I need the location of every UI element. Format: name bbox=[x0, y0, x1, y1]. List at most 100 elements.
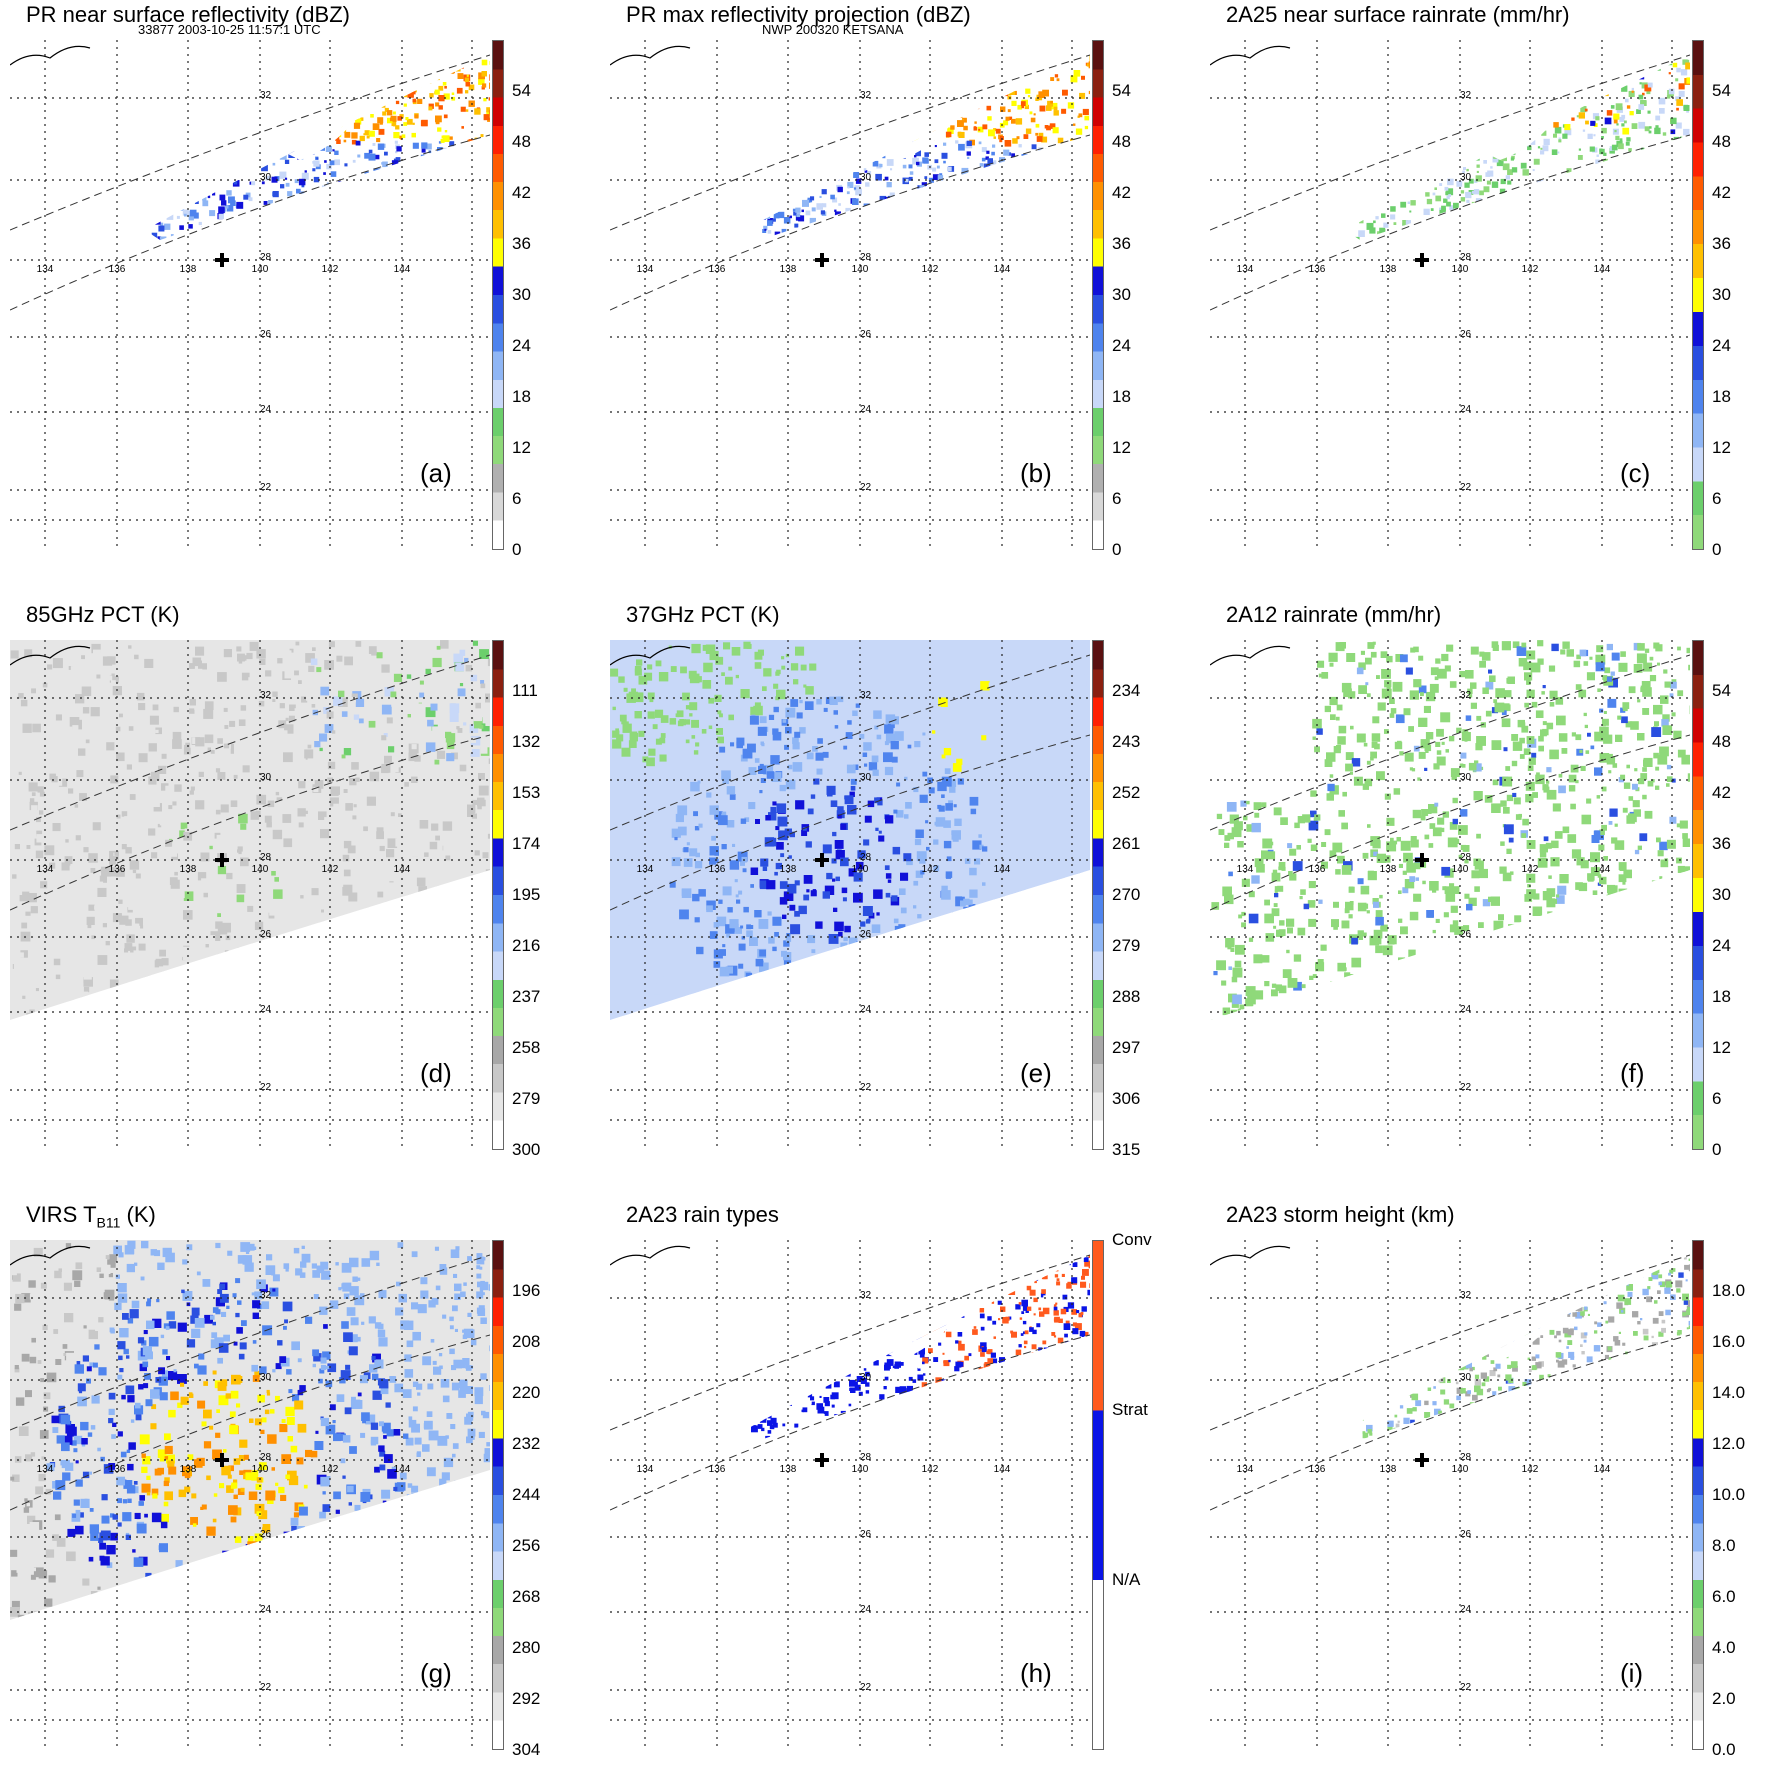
panel-label-d: (d) bbox=[420, 1058, 452, 1088]
data-field-h bbox=[750, 1255, 1090, 1440]
panel-label-b: (b) bbox=[1020, 458, 1052, 488]
panel-title-i: 2A23 storm height (km) bbox=[1226, 1202, 1455, 1227]
colorbar-tick-h-0: N/A bbox=[1112, 1570, 1141, 1590]
lon-label-d-144: 144 bbox=[394, 864, 411, 875]
panel-title-unit-g: (K) bbox=[120, 1202, 156, 1227]
lon-label-e-140: 140 bbox=[852, 864, 869, 875]
colorbar-tick-f-8: 48 bbox=[1712, 732, 1731, 751]
colorbar-tick-i-5: 10.0 bbox=[1712, 1485, 1746, 1504]
colorbar-c bbox=[1692, 40, 1704, 550]
colorbar-tick-d-9: 111 bbox=[512, 681, 538, 700]
storm-center-marker-a bbox=[215, 253, 229, 267]
orbit-datetime-header: 33877 2003-10-25 11:57:1 UTC bbox=[138, 22, 321, 37]
lat-label-b-28: 28 bbox=[860, 252, 872, 263]
lat-label-b-24: 24 bbox=[860, 404, 872, 415]
colorbar-tick-f-9: 54 bbox=[1712, 681, 1731, 700]
colorbar-tick-a-4: 24 bbox=[512, 336, 531, 355]
lat-label-d-30: 30 bbox=[260, 772, 272, 783]
lat-label-e-22: 22 bbox=[860, 1082, 872, 1093]
colorbar-tick-a-8: 48 bbox=[512, 132, 531, 151]
panel-title-h: 2A23 rain types bbox=[626, 1202, 779, 1227]
lat-label-f-22: 22 bbox=[1460, 1082, 1472, 1093]
colorbar-ticks-a: 0 6 12 18 24 30 36 42 48 54 bbox=[512, 40, 572, 559]
data-field-d bbox=[10, 640, 490, 1020]
colorbar-d bbox=[492, 640, 504, 1150]
lon-label-h-136: 136 bbox=[709, 1464, 726, 1475]
colorbar-tick-a-1: 6 bbox=[512, 489, 522, 508]
colorbar-tick-i-4: 8.0 bbox=[1712, 1536, 1736, 1555]
lon-label-d-138: 138 bbox=[180, 864, 197, 875]
colorbar-tick-b-7: 42 bbox=[1112, 183, 1131, 202]
lat-label-f-28: 28 bbox=[1460, 852, 1472, 863]
storm-center-marker-h bbox=[815, 1453, 829, 1467]
data-field-a bbox=[150, 55, 490, 240]
lon-label-f-142: 142 bbox=[1522, 864, 1539, 875]
lat-label-b-22: 22 bbox=[860, 482, 872, 493]
lon-label-e-136: 136 bbox=[709, 864, 726, 875]
colorbar-tick-c-7: 42 bbox=[1712, 183, 1731, 202]
colorbar-ticks-i: 0.0 2.0 4.0 6.0 8.0 10.0 12.0 14.0 16.0 18.0 bbox=[1712, 1240, 1771, 1759]
colorbar-i bbox=[1692, 1240, 1704, 1750]
lat-label-c-30: 30 bbox=[1460, 172, 1472, 183]
lat-label-g-32: 32 bbox=[260, 1290, 272, 1301]
lat-label-a-24: 24 bbox=[260, 404, 272, 415]
storm-center-marker-e bbox=[815, 853, 829, 867]
data-field-f bbox=[1210, 640, 1690, 1020]
colorbar-b bbox=[1092, 40, 1104, 550]
panel-i: 134 136 138 140 142 144 32 30 28 26 24 22 2A23 storm… bbox=[1200, 1200, 1745, 1760]
lon-label-c-140: 140 bbox=[1452, 264, 1469, 275]
lon-label-g-144: 144 bbox=[394, 1464, 411, 1475]
lon-label-c-138: 138 bbox=[1380, 264, 1397, 275]
map-a: 134 136 138 140 142 144 32 30 28 26 24 22 bbox=[10, 40, 490, 550]
lat-label-h-30: 30 bbox=[860, 1372, 872, 1383]
lat-label-i-30: 30 bbox=[1460, 1372, 1472, 1383]
colorbar-tick-a-6: 36 bbox=[512, 234, 531, 253]
lon-label-g-140: 140 bbox=[252, 1464, 269, 1475]
colorbar-tick-f-4: 24 bbox=[1712, 936, 1731, 955]
lat-label-c-24: 24 bbox=[1460, 404, 1472, 415]
lat-label-f-30: 30 bbox=[1460, 772, 1472, 783]
colorbar-tick-i-6: 12.0 bbox=[1712, 1434, 1746, 1453]
colorbar-tick-c-9: 54 bbox=[1712, 81, 1731, 100]
panel-label-h: (h) bbox=[1020, 1658, 1052, 1688]
colorbar-tick-f-1: 6 bbox=[1712, 1089, 1722, 1108]
storm-center-marker-i bbox=[1415, 1453, 1429, 1467]
panel-f: 134 136 138 140 142 144 32 30 28 26 24 22 2A12 rainr… bbox=[1200, 600, 1740, 1160]
colorbar-tick-c-1: 6 bbox=[1712, 489, 1722, 508]
lon-label-f-140: 140 bbox=[1452, 864, 1469, 875]
lat-label-e-30: 30 bbox=[860, 772, 872, 783]
panel-b: 134 136 138 140 142 144 32 30 28 26 24 22 PR max ref… bbox=[600, 0, 1140, 560]
lat-label-g-24: 24 bbox=[260, 1604, 272, 1615]
lon-label-e-144: 144 bbox=[994, 864, 1011, 875]
lon-label-g-134: 134 bbox=[37, 1464, 54, 1475]
lat-label-i-28: 28 bbox=[1460, 1452, 1472, 1463]
map-e: 134 136 138 140 142 144 32 30 28 26 24 22 bbox=[610, 640, 1090, 1150]
lon-label-e-138: 138 bbox=[780, 864, 797, 875]
colorbar-tick-e-0: 315 bbox=[1112, 1140, 1141, 1159]
panel-title-e: 37GHz PCT (K) bbox=[626, 602, 780, 627]
panel-title-sub-g: B11 bbox=[96, 1214, 121, 1231]
lon-label-h-142: 142 bbox=[922, 1464, 939, 1475]
panel-c: 134 136 138 140 142 144 32 30 28 26 24 22 2A25 near … bbox=[1200, 0, 1740, 560]
panel-d: 134 136 138 140 142 144 32 30 28 26 24 22 85GHz PCT … bbox=[0, 600, 540, 1160]
lat-label-g-22: 22 bbox=[260, 1682, 272, 1693]
panel-label-a: (a) bbox=[420, 458, 452, 488]
colorbar-tick-i-0: 0.0 bbox=[1712, 1740, 1736, 1759]
data-field-i bbox=[1350, 1255, 1690, 1440]
colorbar-ticks-g: 304 292 280 268 256 244 232 220 208 196 bbox=[512, 1240, 572, 1759]
colorbar-tick-a-9: 54 bbox=[512, 81, 531, 100]
colorbar-tick-a-0: 0 bbox=[512, 540, 522, 559]
data-field-b bbox=[750, 55, 1090, 240]
colorbar-tick-c-5: 30 bbox=[1712, 285, 1731, 304]
colorbar-tick-b-8: 48 bbox=[1112, 132, 1131, 151]
colorbar-tick-b-6: 36 bbox=[1112, 234, 1131, 253]
lon-label-f-138: 138 bbox=[1380, 864, 1397, 875]
lon-label-b-136: 136 bbox=[709, 264, 726, 275]
lon-label-a-134: 134 bbox=[37, 264, 54, 275]
lon-label-g-138: 138 bbox=[180, 1464, 197, 1475]
colorbar-ticks-d: 300 279 258 237 216 195 174 153 132 111 bbox=[512, 640, 572, 1159]
panel-title-main-g: VIRS T bbox=[26, 1202, 97, 1227]
lon-label-i-140: 140 bbox=[1452, 1464, 1469, 1475]
lon-label-a-142: 142 bbox=[322, 264, 339, 275]
colorbar-tick-g-5: 244 bbox=[512, 1485, 541, 1504]
